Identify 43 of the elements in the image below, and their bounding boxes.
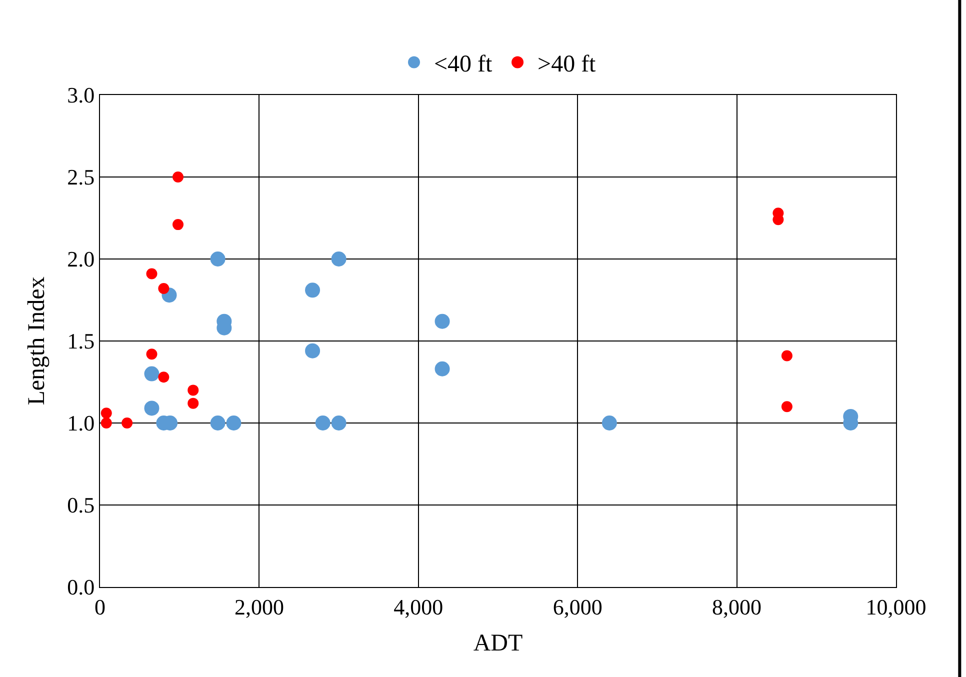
x-tick-label: 10,000 (866, 594, 926, 620)
point (305, 343, 320, 358)
legend-label: >40 ft (538, 52, 596, 78)
point (188, 398, 199, 409)
point (146, 268, 158, 280)
point (144, 366, 160, 382)
point (602, 416, 617, 430)
x-axis-title: ADT (473, 630, 523, 657)
point (305, 282, 320, 298)
point (172, 219, 184, 230)
point (210, 416, 226, 430)
point (315, 416, 330, 430)
point (100, 418, 112, 428)
y-tick-label: 2.0 (67, 246, 95, 272)
point (146, 348, 158, 360)
point (331, 416, 346, 430)
x-tick-label: 4,000 (394, 594, 444, 620)
point (158, 372, 170, 383)
y-tick-label: 2.5 (67, 164, 95, 190)
y-tick-label: 1.5 (67, 328, 95, 354)
point (781, 350, 792, 362)
x-tick-label: 2,000 (234, 594, 284, 620)
legend-label: <40 ft (434, 52, 493, 78)
point (144, 400, 160, 416)
y-tick-label: 1.0 (67, 410, 95, 436)
point (331, 252, 346, 266)
point (781, 401, 792, 412)
y-tick-label: 0.0 (67, 574, 95, 600)
y-axis-title: Length Index (24, 276, 50, 406)
point (100, 408, 112, 419)
x-tick-label: 0 (94, 594, 106, 620)
x-tick-label: 8,000 (712, 594, 762, 620)
point (434, 314, 450, 329)
y-tick-label: 0.5 (67, 492, 95, 518)
point (188, 384, 199, 396)
point (172, 172, 184, 182)
point (122, 418, 133, 428)
point (210, 252, 226, 266)
y-tick-label: 3.0 (67, 82, 95, 108)
point (434, 361, 450, 376)
point (158, 283, 170, 294)
x-tick-label: 6,000 (552, 594, 602, 620)
point (226, 416, 242, 430)
